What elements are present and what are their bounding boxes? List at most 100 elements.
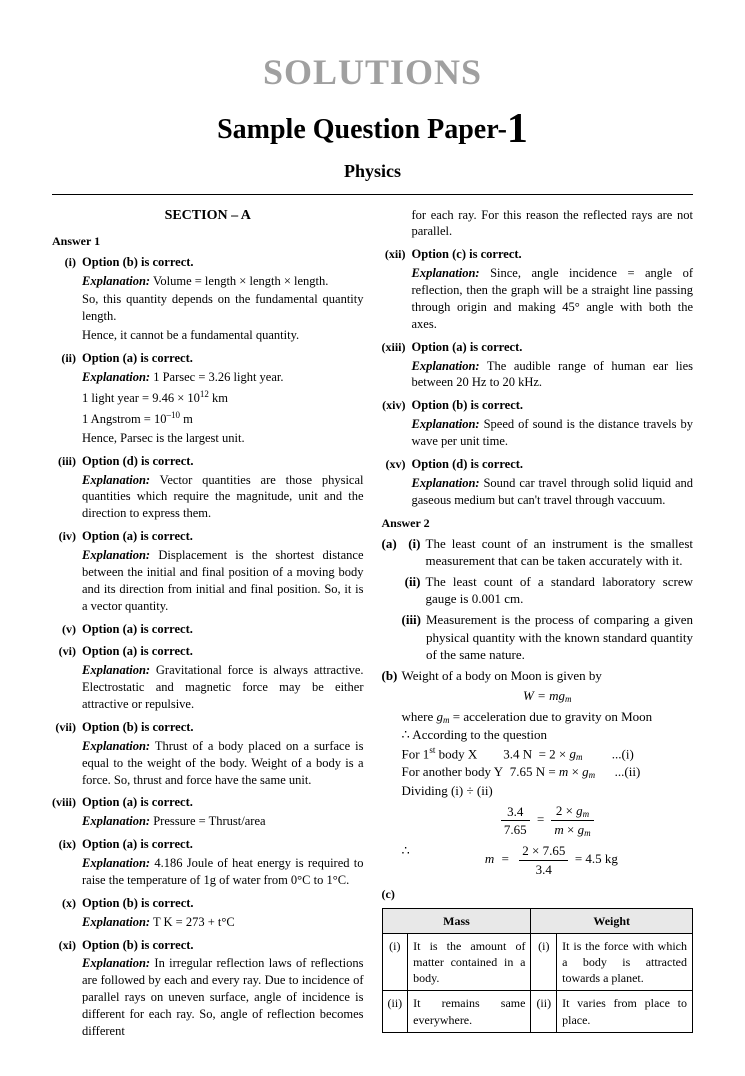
answer-2-label: Answer 2 bbox=[382, 515, 694, 531]
explanation-line: Explanation: Since, angle incidence = an… bbox=[412, 265, 694, 333]
option-correct: Option (b) is correct. bbox=[82, 895, 364, 912]
explanation-line: Explanation: Thrust of a body placed on … bbox=[82, 738, 364, 789]
right-column: for each ray. For this reason the reflec… bbox=[382, 207, 694, 1046]
explanation-line: Explanation: Volume = length × length × … bbox=[82, 273, 364, 290]
item-number: (vi) bbox=[52, 643, 82, 715]
explanation-line: Explanation: Gravitational force is alwa… bbox=[82, 662, 364, 713]
item-number: (xiii) bbox=[382, 339, 412, 394]
answer-item: (iv)Option (a) is correct. Explanation: D… bbox=[52, 528, 364, 616]
option-correct: Option (b) is correct. bbox=[82, 254, 364, 271]
title-paper: Sample Question Paper-1 bbox=[52, 101, 693, 158]
option-correct: Option (a) is correct. bbox=[82, 621, 364, 638]
answer-item: (vi)Option (a) is correct. Explanation: G… bbox=[52, 643, 364, 715]
item-body: Option (a) is correct. bbox=[82, 621, 364, 640]
table-row: (ii) It remains same everywhere. (ii) It… bbox=[382, 991, 693, 1032]
table-header-weight: Weight bbox=[531, 908, 693, 933]
explanation-line: So, this quantity depends on the fundame… bbox=[82, 291, 364, 325]
header-rule bbox=[52, 194, 693, 195]
option-correct: Option (c) is correct. bbox=[412, 246, 694, 263]
explanation-line: Explanation: 1 Parsec = 3.26 light year. bbox=[82, 369, 364, 386]
item-number: (xi) bbox=[52, 937, 82, 1042]
item-number: (xv) bbox=[382, 456, 412, 511]
item-body: Option (a) is correct. Explanation: Displ… bbox=[82, 528, 364, 616]
explanation-line: Hence, it cannot be a fundamental quanti… bbox=[82, 327, 364, 344]
item-number: (vii) bbox=[52, 719, 82, 791]
item-number: (v) bbox=[52, 621, 82, 640]
option-correct: Option (a) is correct. bbox=[82, 350, 364, 367]
item-body: Option (b) is correct.Explanation: In ir… bbox=[82, 937, 364, 1042]
explanation-line: Explanation: Displacement is the shortes… bbox=[82, 547, 364, 615]
option-correct: Option (a) is correct. bbox=[82, 643, 364, 660]
item-body: Option (d) is correct. Explanation: Vecto… bbox=[82, 453, 364, 525]
answer-2a-ii: (ii) The least count of a standard labor… bbox=[382, 573, 694, 608]
item-body: Option (b) is correct. Explanation: Speed… bbox=[412, 397, 694, 452]
option-correct: Option (a) is correct. bbox=[82, 794, 364, 811]
option-correct: Option (a) is correct. bbox=[82, 836, 364, 853]
option-correct: Option (b) is correct. bbox=[82, 719, 364, 736]
explanation-line: Explanation: The audible range of human … bbox=[412, 358, 694, 392]
item-body: Option (a) is correct. Explanation: The a… bbox=[412, 339, 694, 394]
item-number: (ix) bbox=[52, 836, 82, 891]
paper-number: 1 bbox=[507, 106, 528, 152]
title-solutions: SOLUTIONS bbox=[52, 48, 693, 97]
option-correct: Option (b) is correct. bbox=[412, 397, 694, 414]
explanation-line: Explanation: Pressure = Thrust/area bbox=[82, 813, 364, 830]
left-column: SECTION – A Answer 1 (i)Option (b) is co… bbox=[52, 207, 364, 1046]
option-correct: Option (b) is correct. bbox=[82, 937, 364, 954]
eq-division: 3.47.65 = 2 × gmm × gm bbox=[402, 802, 694, 839]
content-columns: SECTION – A Answer 1 (i)Option (b) is co… bbox=[52, 207, 693, 1046]
item-body: Option (b) is correct. Explanation: Thrus… bbox=[82, 719, 364, 791]
answer-2b: (b) Weight of a body on Moon is given by… bbox=[382, 667, 694, 882]
item-number: (iv) bbox=[52, 528, 82, 616]
answer-item: (v)Option (a) is correct. bbox=[52, 621, 364, 640]
item-body: Option (b) is correct. Explanation: T K =… bbox=[82, 895, 364, 933]
answer-item: (xi)Option (b) is correct.Explanation: I… bbox=[52, 937, 364, 1042]
item-number: (i) bbox=[52, 254, 82, 346]
item-body: Option (b) is correct. Explanation: Volum… bbox=[82, 254, 364, 346]
answer-item: (vii)Option (b) is correct. Explanation: … bbox=[52, 719, 364, 791]
answer-item: (ix)Option (a) is correct. Explanation: 4… bbox=[52, 836, 364, 891]
explanation-line: Explanation: Speed of sound is the dista… bbox=[412, 416, 694, 450]
answer-2c-label: (c) bbox=[382, 886, 694, 902]
answer-item: (x)Option (b) is correct. Explanation: T … bbox=[52, 895, 364, 933]
item-body: Option (c) is correct. Explanation: Since… bbox=[412, 246, 694, 334]
answer-item: (xv)Option (d) is correct.Explanation: S… bbox=[382, 456, 694, 511]
explanation-line: 1 Angstrom = 10–10 m bbox=[82, 409, 364, 428]
explanation-line: Explanation: In irregular reflection law… bbox=[82, 955, 364, 1039]
table-row: (i) It is the amount of matter contained… bbox=[382, 933, 693, 991]
explanation-line: 1 light year = 9.46 × 1012 km bbox=[82, 388, 364, 407]
answer-item: (iii)Option (d) is correct. Explanation: … bbox=[52, 453, 364, 525]
explanation-line: Explanation: 4.186 Joule of heat energy … bbox=[82, 855, 364, 889]
continuation-text: for each ray. For this reason the reflec… bbox=[412, 207, 694, 241]
item-number: (x) bbox=[52, 895, 82, 933]
mass-weight-table: Mass Weight (i) It is the amount of matt… bbox=[382, 908, 694, 1033]
answer-item: (xiv)Option (b) is correct. Explanation: … bbox=[382, 397, 694, 452]
title-subject: Physics bbox=[52, 159, 693, 183]
item-body: Option (d) is correct.Explanation: Sound… bbox=[412, 456, 694, 511]
explanation-line: Explanation: T K = 273 + t°C bbox=[82, 914, 364, 931]
answer-item: (viii)Option (a) is correct. Explanation:… bbox=[52, 794, 364, 832]
table-header-mass: Mass bbox=[382, 908, 531, 933]
item-number: (viii) bbox=[52, 794, 82, 832]
answer-item: (xii)Option (c) is correct. Explanation: … bbox=[382, 246, 694, 334]
explanation-line: Explanation: Vector quantities are those… bbox=[82, 472, 364, 523]
item-body: Option (a) is correct. Explanation: 4.186… bbox=[82, 836, 364, 891]
paper-prefix: Sample Question Paper- bbox=[217, 114, 507, 145]
answer-1-list: (i)Option (b) is correct.Explanation: Vo… bbox=[52, 254, 364, 1042]
eq-w-mgm: W = mgm bbox=[402, 687, 694, 705]
xi-continuation: for each ray. For this reason the reflec… bbox=[382, 207, 694, 243]
explanation-line: Hence, Parsec is the largest unit. bbox=[82, 430, 364, 447]
item-body: Option (a) is correct. Explanation: Press… bbox=[82, 794, 364, 832]
answer-2a-iii: (iii) Measurement is the process of comp… bbox=[382, 611, 694, 664]
option-correct: Option (d) is correct. bbox=[82, 453, 364, 470]
item-body: Option (a) is correct. Explanation: Gravi… bbox=[82, 643, 364, 715]
item-number: (iii) bbox=[52, 453, 82, 525]
option-correct: Option (a) is correct. bbox=[82, 528, 364, 545]
answer-1-label: Answer 1 bbox=[52, 233, 364, 249]
eq-result: ∴ m = 2 × 7.653.4 = 4.5 kg bbox=[402, 842, 694, 878]
answer-item: (i)Option (b) is correct. Explanation: Vo… bbox=[52, 254, 364, 346]
option-correct: Option (d) is correct. bbox=[412, 456, 694, 473]
item-number: (xiv) bbox=[382, 397, 412, 452]
item-number: (xii) bbox=[382, 246, 412, 334]
option-correct: Option (a) is correct. bbox=[412, 339, 694, 356]
